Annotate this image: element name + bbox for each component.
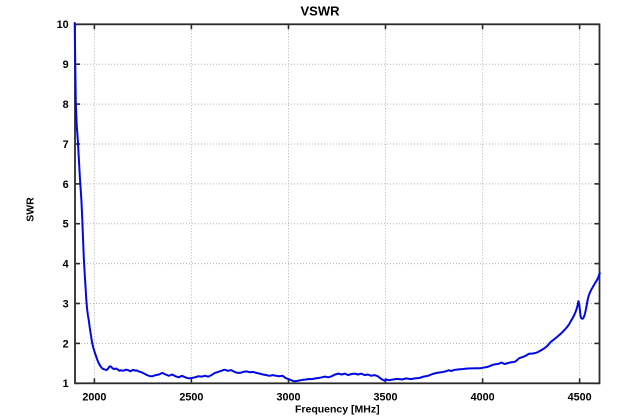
svg-text:9: 9 [63,59,69,71]
svg-text:4000: 4000 [471,392,495,404]
svg-text:2500: 2500 [179,392,203,404]
svg-text:3000: 3000 [276,392,300,404]
svg-text:VSWR: VSWR [301,3,341,18]
svg-text:5: 5 [63,219,69,231]
svg-text:Frequency [MHz]: Frequency [MHz] [295,404,380,416]
svg-text:2000: 2000 [82,392,106,404]
svg-text:4500: 4500 [568,392,592,404]
svg-text:3500: 3500 [373,392,397,404]
svg-text:10: 10 [57,19,69,31]
svg-text:6: 6 [63,179,69,191]
svg-text:3: 3 [63,298,69,310]
svg-text:7: 7 [63,139,69,151]
svg-text:8: 8 [63,99,69,111]
svg-text:4: 4 [63,259,69,271]
svg-text:1: 1 [63,378,69,390]
svg-text:SWR: SWR [25,197,37,222]
svg-text:2: 2 [63,338,69,350]
